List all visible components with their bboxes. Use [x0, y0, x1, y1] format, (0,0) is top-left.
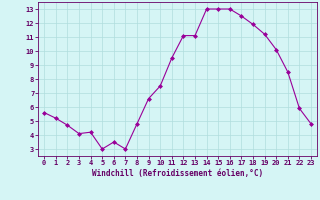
X-axis label: Windchill (Refroidissement éolien,°C): Windchill (Refroidissement éolien,°C)	[92, 169, 263, 178]
